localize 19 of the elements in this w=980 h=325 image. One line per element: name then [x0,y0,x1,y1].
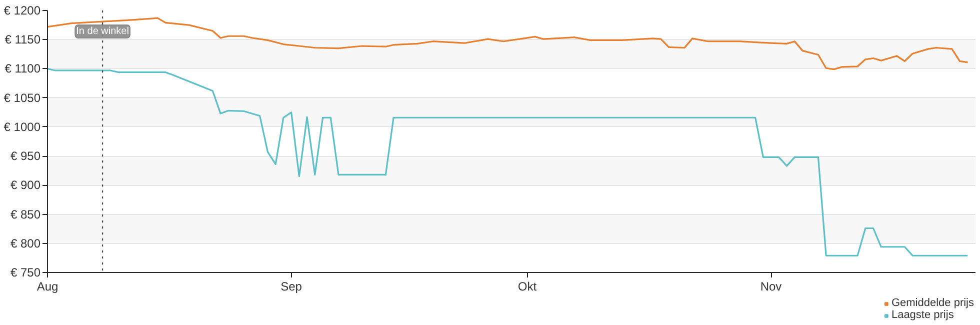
x-tick-label: Sep [280,280,302,294]
y-tick-label: € 950 [10,149,41,164]
legend-label: Laagste prijs [891,309,954,321]
y-tick-label: € 750 [10,266,41,280]
x-tick-label: Okt [518,280,538,294]
line-series [48,17,968,70]
y-tick-label: € 1050 [4,90,41,105]
y-tick-label: € 1100 [4,62,41,76]
line-series [48,68,968,256]
x-tick-label: Aug [36,280,58,294]
y-tick-label: € 900 [10,178,41,192]
ref-line-label: In de winkel [76,26,129,37]
y-tick-label: € 1200 [4,4,41,18]
x-tick-label: Nov [760,280,782,294]
y-tick-label: € 1150 [4,32,41,47]
y-tick-label: € 850 [10,207,41,222]
legend-label: Gemiddelde prijs [891,297,974,309]
y-tick-label: € 1000 [4,120,41,134]
y-tick-label: € 800 [10,236,41,250]
